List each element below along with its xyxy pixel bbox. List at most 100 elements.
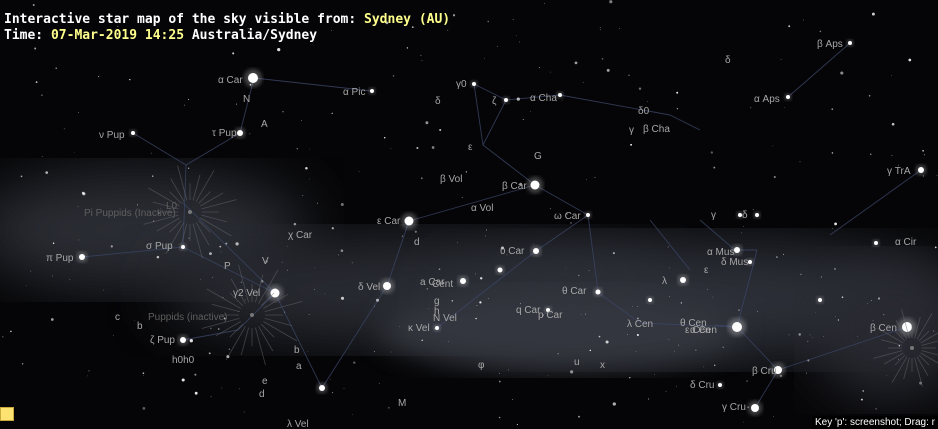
background-star	[668, 296, 670, 298]
background-star	[936, 175, 938, 177]
radiant-ray	[880, 339, 903, 346]
radiant-ray	[152, 201, 179, 210]
background-star	[627, 334, 628, 335]
bright-star	[533, 248, 539, 254]
background-star	[630, 143, 633, 146]
radiant-ray	[903, 357, 910, 380]
background-star	[831, 152, 834, 154]
background-star	[286, 245, 288, 247]
toggle-square-icon[interactable]	[0, 407, 14, 421]
background-star	[594, 176, 596, 178]
background-star	[628, 74, 630, 76]
background-star	[738, 309, 740, 311]
background-star	[580, 314, 582, 315]
radiant-ray	[201, 318, 240, 329]
background-star	[570, 370, 574, 374]
background-star	[877, 297, 881, 300]
background-star	[392, 75, 395, 77]
background-star	[307, 350, 309, 352]
background-star	[243, 411, 245, 413]
background-star	[439, 128, 442, 132]
background-star	[219, 245, 222, 248]
background-star	[332, 392, 334, 394]
background-star	[411, 26, 414, 28]
background-star	[519, 182, 523, 186]
background-star	[667, 246, 669, 248]
radiant-ray	[914, 357, 923, 387]
background-star	[103, 289, 105, 291]
background-star	[208, 352, 211, 355]
background-star	[561, 99, 563, 101]
background-star	[498, 416, 501, 419]
constellation-line	[274, 292, 323, 389]
background-star	[806, 372, 807, 374]
radiant-ray	[258, 326, 274, 352]
bright-star	[270, 288, 280, 298]
background-star	[835, 316, 836, 317]
background-star	[886, 374, 888, 376]
bright-star	[738, 213, 742, 217]
constellation-line	[699, 219, 736, 251]
background-star	[353, 361, 356, 364]
bright-star	[748, 260, 752, 264]
radiant-ray	[918, 330, 930, 342]
background-star	[69, 278, 71, 280]
radiant-ray	[206, 288, 241, 309]
background-star	[142, 372, 145, 375]
background-star	[78, 239, 80, 241]
background-star	[324, 293, 326, 295]
radiant-ray	[169, 191, 182, 204]
background-star	[834, 222, 837, 226]
background-star	[340, 296, 345, 300]
background-star	[281, 261, 283, 263]
background-star	[862, 390, 864, 392]
constellation-line	[482, 144, 536, 186]
background-star	[601, 57, 604, 60]
background-star	[247, 28, 249, 29]
background-star	[232, 52, 235, 55]
bright-star	[595, 289, 601, 295]
background-star	[228, 348, 231, 351]
background-star	[45, 171, 49, 174]
background-star	[557, 353, 559, 355]
background-star	[150, 152, 152, 154]
radiant-center	[250, 313, 254, 317]
datetime-value: 07-Mar-2019 14:25	[50, 28, 185, 43]
background-star	[600, 29, 601, 31]
background-star	[20, 175, 23, 178]
radiant-ray	[255, 274, 264, 303]
background-star	[676, 385, 677, 387]
background-star	[461, 197, 463, 198]
bright-star	[734, 247, 740, 253]
background-star	[374, 305, 375, 307]
background-star	[706, 289, 708, 290]
background-star	[530, 111, 531, 113]
background-star	[788, 25, 791, 28]
radiant-ray	[877, 327, 904, 344]
background-star	[331, 29, 333, 31]
background-star	[775, 256, 778, 259]
background-star	[314, 267, 315, 269]
background-star	[188, 99, 189, 100]
background-star	[512, 399, 513, 401]
background-star	[188, 237, 190, 239]
background-star	[187, 167, 190, 169]
background-star	[647, 101, 648, 102]
radiant-ray	[895, 320, 908, 340]
background-star	[385, 21, 389, 25]
background-star	[522, 118, 524, 121]
background-star	[465, 171, 467, 173]
background-star	[578, 274, 580, 277]
bright-star	[774, 366, 782, 374]
bright-star	[497, 267, 503, 273]
background-star	[868, 95, 871, 97]
bright-star	[732, 322, 742, 332]
background-star	[52, 242, 55, 244]
radiant-ray	[918, 354, 930, 366]
background-star	[637, 317, 639, 320]
time-prefix: Time:	[4, 28, 44, 43]
background-star	[870, 300, 872, 301]
background-star	[538, 67, 540, 68]
